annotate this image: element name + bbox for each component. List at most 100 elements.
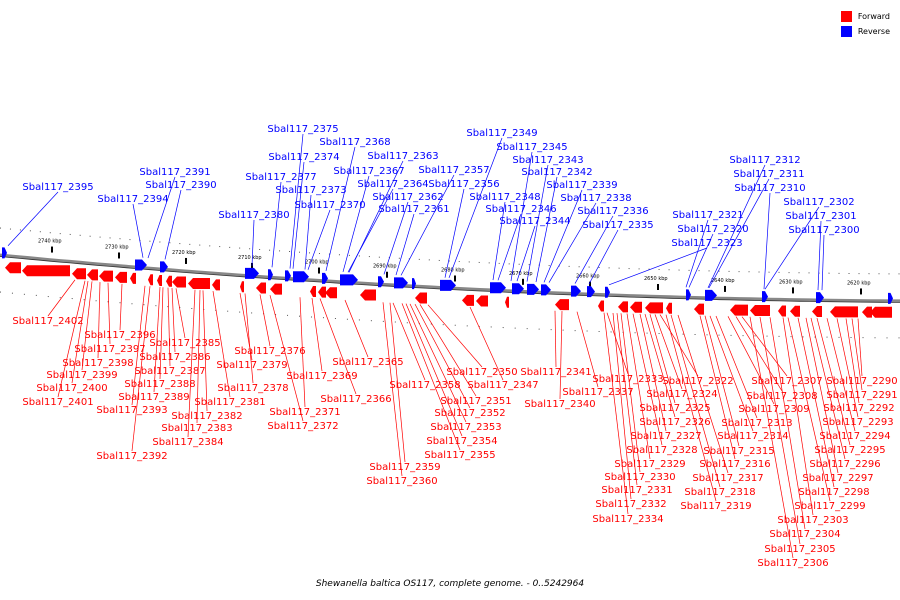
forward-gene <box>5 262 21 274</box>
forward-gene <box>812 306 822 318</box>
forward-gene <box>790 305 800 317</box>
leader-line <box>171 287 176 353</box>
leader-line <box>244 293 254 384</box>
gene-label: Sbal117_2330 <box>604 472 675 483</box>
scale-tick-label: 2740 kbp <box>38 239 62 245</box>
leader-line <box>677 314 729 474</box>
leader-line <box>97 282 101 359</box>
scale-tick-label: 2660 kbp <box>576 274 600 280</box>
leader-line <box>704 315 740 447</box>
gene-label: Sbal117_2395 <box>22 182 93 193</box>
leader-line <box>805 317 839 474</box>
reverse-gene <box>888 292 893 304</box>
forward-gene <box>415 292 427 304</box>
gene-label: Sbal117_2372 <box>267 421 338 432</box>
leader-line <box>821 234 825 291</box>
gene-label: Sbal117_2362 <box>372 192 443 203</box>
leader-line <box>735 316 783 392</box>
leader-line <box>826 318 856 432</box>
gene-label: Sbal117_2370 <box>294 200 365 211</box>
forward-gene <box>72 268 86 280</box>
reverse-gene <box>605 286 610 298</box>
gene-label: Sbal117_2376 <box>234 346 305 357</box>
leader-line <box>187 289 196 438</box>
gene-label: Sbal117_2364 <box>357 179 428 190</box>
reverse-gene <box>268 269 273 281</box>
gene-label: Sbal117_2301 <box>785 211 856 222</box>
forward-gene <box>476 295 488 307</box>
gene-label: Sbal117_2387 <box>134 366 205 377</box>
gene-label: Sbal117_2390 <box>145 180 216 191</box>
reverse-gene <box>587 286 595 298</box>
gene-label: Sbal117_2381 <box>194 397 265 408</box>
gene-label: Sbal117_2386 <box>139 352 210 363</box>
gene-label: Sbal117_2355 <box>424 450 495 461</box>
leader-line <box>409 303 467 423</box>
leader-line <box>707 164 766 288</box>
forward-gene <box>99 270 113 282</box>
leader-line <box>606 312 629 375</box>
leader-line <box>543 189 583 283</box>
leader-line <box>709 315 754 432</box>
gene-label: Sbal117_2348 <box>469 192 540 203</box>
forward-gene <box>166 275 172 287</box>
gene-label: Sbal117_2397 <box>74 344 145 355</box>
reverse-gene <box>160 261 168 273</box>
gene-label: Sbal117_2398 <box>62 358 133 369</box>
forward-gene <box>666 302 672 314</box>
leader-line <box>81 281 93 371</box>
gene-label: Sbal117_2367 <box>333 166 404 177</box>
gene-label: Sbal117_2313 <box>721 418 792 429</box>
gene-label: Sbal117_2349 <box>466 128 537 139</box>
forward-gene <box>870 306 892 318</box>
gene-label: Sbal117_2385 <box>149 338 220 349</box>
leader-line <box>763 192 771 290</box>
leader-line <box>665 314 717 502</box>
leader-line <box>510 151 533 281</box>
leader-line <box>299 297 306 408</box>
gene-label: Sbal117_2305 <box>764 544 835 555</box>
leader-line <box>659 314 699 377</box>
gene-label: Sbal117_2383 <box>161 423 232 434</box>
leader-line <box>348 160 404 273</box>
gene-label: Sbal117_2343 <box>512 155 583 166</box>
gene-label: Sbal117_2320 <box>677 224 748 235</box>
leader-line <box>626 313 651 460</box>
leader-line <box>654 314 683 390</box>
forward-gene <box>618 301 628 313</box>
gene-label: Sbal117_2328 <box>626 445 697 456</box>
gene-label: Sbal117_2325 <box>639 403 710 414</box>
leader-line <box>845 318 860 404</box>
reverse-gene <box>762 291 768 303</box>
gene-label: Sbal117_2331 <box>601 485 672 496</box>
reverse-gene <box>816 292 824 304</box>
forward-gene <box>256 282 266 294</box>
gene-label: Sbal117_2377 <box>245 172 316 183</box>
leader-line <box>576 311 599 388</box>
leader-line <box>159 287 164 380</box>
leader-line <box>175 288 186 339</box>
leader-line <box>7 191 59 246</box>
forward-gene <box>115 271 127 283</box>
gene-label: Sbal117_2384 <box>152 437 223 448</box>
leader-line <box>401 303 461 451</box>
forward-gene <box>157 274 162 286</box>
gene-label: Sbal117_2326 <box>639 417 710 428</box>
reverse-gene <box>285 270 291 282</box>
gene-label: Sbal117_2318 <box>684 487 755 498</box>
reverse-gene <box>394 277 408 289</box>
gene-label: Sbal117_2380 <box>218 210 289 221</box>
gene-label: Sbal117_2374 <box>268 152 339 163</box>
leader-line <box>816 317 851 446</box>
forward-gene <box>730 304 748 316</box>
scale-tick-label: 2620 kbp <box>847 280 871 286</box>
leader-line <box>497 213 522 281</box>
gene-label: Sbal117_2333 <box>592 374 663 385</box>
gene-label: Sbal117_2316 <box>699 459 770 470</box>
leader-line <box>319 298 357 395</box>
reverse-gene <box>512 283 524 295</box>
leader-line <box>419 304 477 397</box>
forward-gene <box>360 289 376 301</box>
gene-label: Sbal117_2369 <box>286 371 357 382</box>
